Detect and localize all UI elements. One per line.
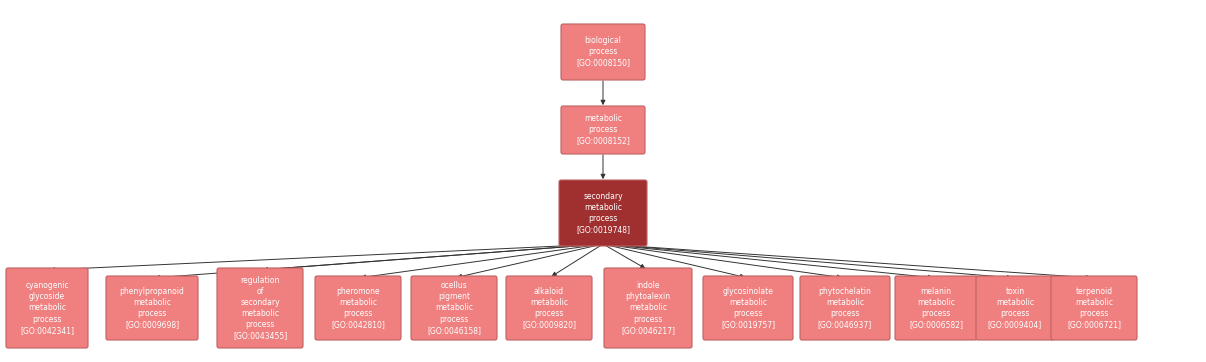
FancyBboxPatch shape bbox=[976, 276, 1054, 340]
Text: melanin
metabolic
process
[GO:0006582]: melanin metabolic process [GO:0006582] bbox=[909, 287, 964, 329]
Text: terpenoid
metabolic
process
[GO:0006721]: terpenoid metabolic process [GO:0006721] bbox=[1067, 287, 1122, 329]
FancyBboxPatch shape bbox=[217, 268, 303, 348]
FancyBboxPatch shape bbox=[411, 276, 497, 340]
Text: phenylpropanoid
metabolic
process
[GO:0009698]: phenylpropanoid metabolic process [GO:00… bbox=[119, 287, 185, 329]
Text: metabolic
process
[GO:0008152]: metabolic process [GO:0008152] bbox=[576, 114, 630, 146]
Text: ocellus
pigment
metabolic
process
[GO:0046158]: ocellus pigment metabolic process [GO:00… bbox=[427, 281, 481, 335]
Text: pheromone
metabolic
process
[GO:0042810]: pheromone metabolic process [GO:0042810] bbox=[332, 287, 385, 329]
FancyBboxPatch shape bbox=[800, 276, 890, 340]
Text: secondary
metabolic
process
[GO:0019748]: secondary metabolic process [GO:0019748] bbox=[576, 192, 630, 234]
FancyBboxPatch shape bbox=[6, 268, 88, 348]
FancyBboxPatch shape bbox=[560, 180, 646, 246]
FancyBboxPatch shape bbox=[1050, 276, 1137, 340]
Text: phytochelatin
metabolic
process
[GO:0046937]: phytochelatin metabolic process [GO:0046… bbox=[818, 287, 872, 329]
FancyBboxPatch shape bbox=[507, 276, 592, 340]
Text: indole
phytoalexin
metabolic
process
[GO:0046217]: indole phytoalexin metabolic process [GO… bbox=[621, 281, 675, 335]
Text: toxin
metabolic
process
[GO:0009404]: toxin metabolic process [GO:0009404] bbox=[988, 287, 1042, 329]
FancyBboxPatch shape bbox=[703, 276, 794, 340]
Text: cyanogenic
glycoside
metabolic
process
[GO:0042341]: cyanogenic glycoside metabolic process [… bbox=[21, 281, 74, 335]
Text: glycosinolate
metabolic
process
[GO:0019757]: glycosinolate metabolic process [GO:0019… bbox=[721, 287, 775, 329]
FancyBboxPatch shape bbox=[561, 24, 645, 80]
FancyBboxPatch shape bbox=[895, 276, 977, 340]
FancyBboxPatch shape bbox=[561, 106, 645, 154]
FancyBboxPatch shape bbox=[106, 276, 198, 340]
Text: biological
process
[GO:0008150]: biological process [GO:0008150] bbox=[576, 37, 630, 68]
Text: regulation
of
secondary
metabolic
process
[GO:0043455]: regulation of secondary metabolic proces… bbox=[233, 276, 287, 340]
FancyBboxPatch shape bbox=[604, 268, 692, 348]
FancyBboxPatch shape bbox=[315, 276, 402, 340]
Text: alkaloid
metabolic
process
[GO:0009820]: alkaloid metabolic process [GO:0009820] bbox=[522, 287, 576, 329]
